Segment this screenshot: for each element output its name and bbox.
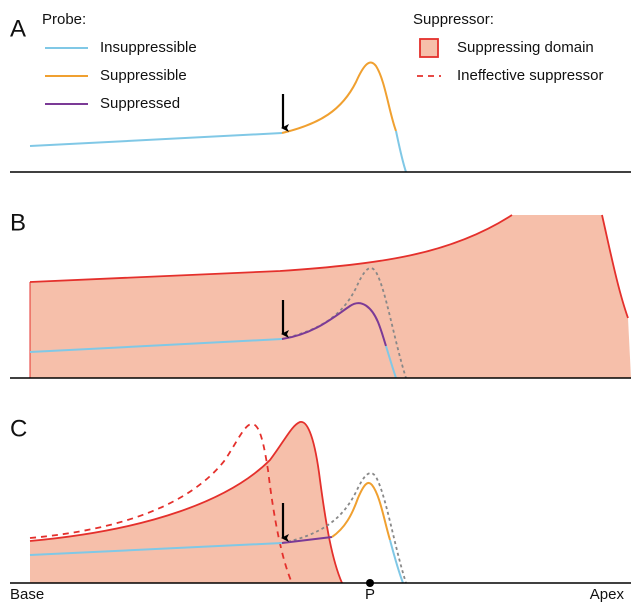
suppressing-domain [30, 215, 631, 378]
position-marker [366, 579, 374, 587]
legend-title: Probe: [42, 11, 86, 28]
legend-label: Ineffective suppressor [457, 67, 603, 84]
legend-swatch [419, 38, 439, 58]
legend-title: Suppressor: [413, 11, 494, 28]
probe-insuppressible [29, 338, 283, 353]
probe-suppressed [281, 302, 387, 347]
legend-label: Suppressed [100, 95, 180, 112]
domain-edge [29, 214, 513, 283]
panel-label: B [10, 209, 26, 236]
legend-label: Suppressible [100, 67, 187, 84]
probe-insuppressible [29, 132, 283, 147]
ineffective-suppressor [29, 423, 293, 584]
probe-insuppressible [395, 130, 407, 173]
probe-insuppressible [29, 542, 283, 556]
probe-suppressible [281, 61, 397, 134]
probe-suppressed [281, 536, 333, 544]
domain-edge [29, 421, 343, 584]
domain-edge [601, 214, 629, 319]
legend-label: Suppressing domain [457, 39, 594, 56]
probe-unsuppressed [281, 472, 407, 584]
axis-label: P [365, 586, 375, 603]
legend-label: Insuppressible [100, 39, 197, 56]
probe-insuppressible [389, 539, 404, 584]
axis-label: Apex [590, 586, 625, 603]
probe-suppressible [331, 481, 391, 541]
panel-label: A [10, 15, 26, 42]
probe-insuppressible [385, 345, 397, 379]
axis-label: Base [10, 586, 44, 603]
suppressing-domain [30, 421, 342, 583]
panel-label: C [10, 415, 27, 442]
